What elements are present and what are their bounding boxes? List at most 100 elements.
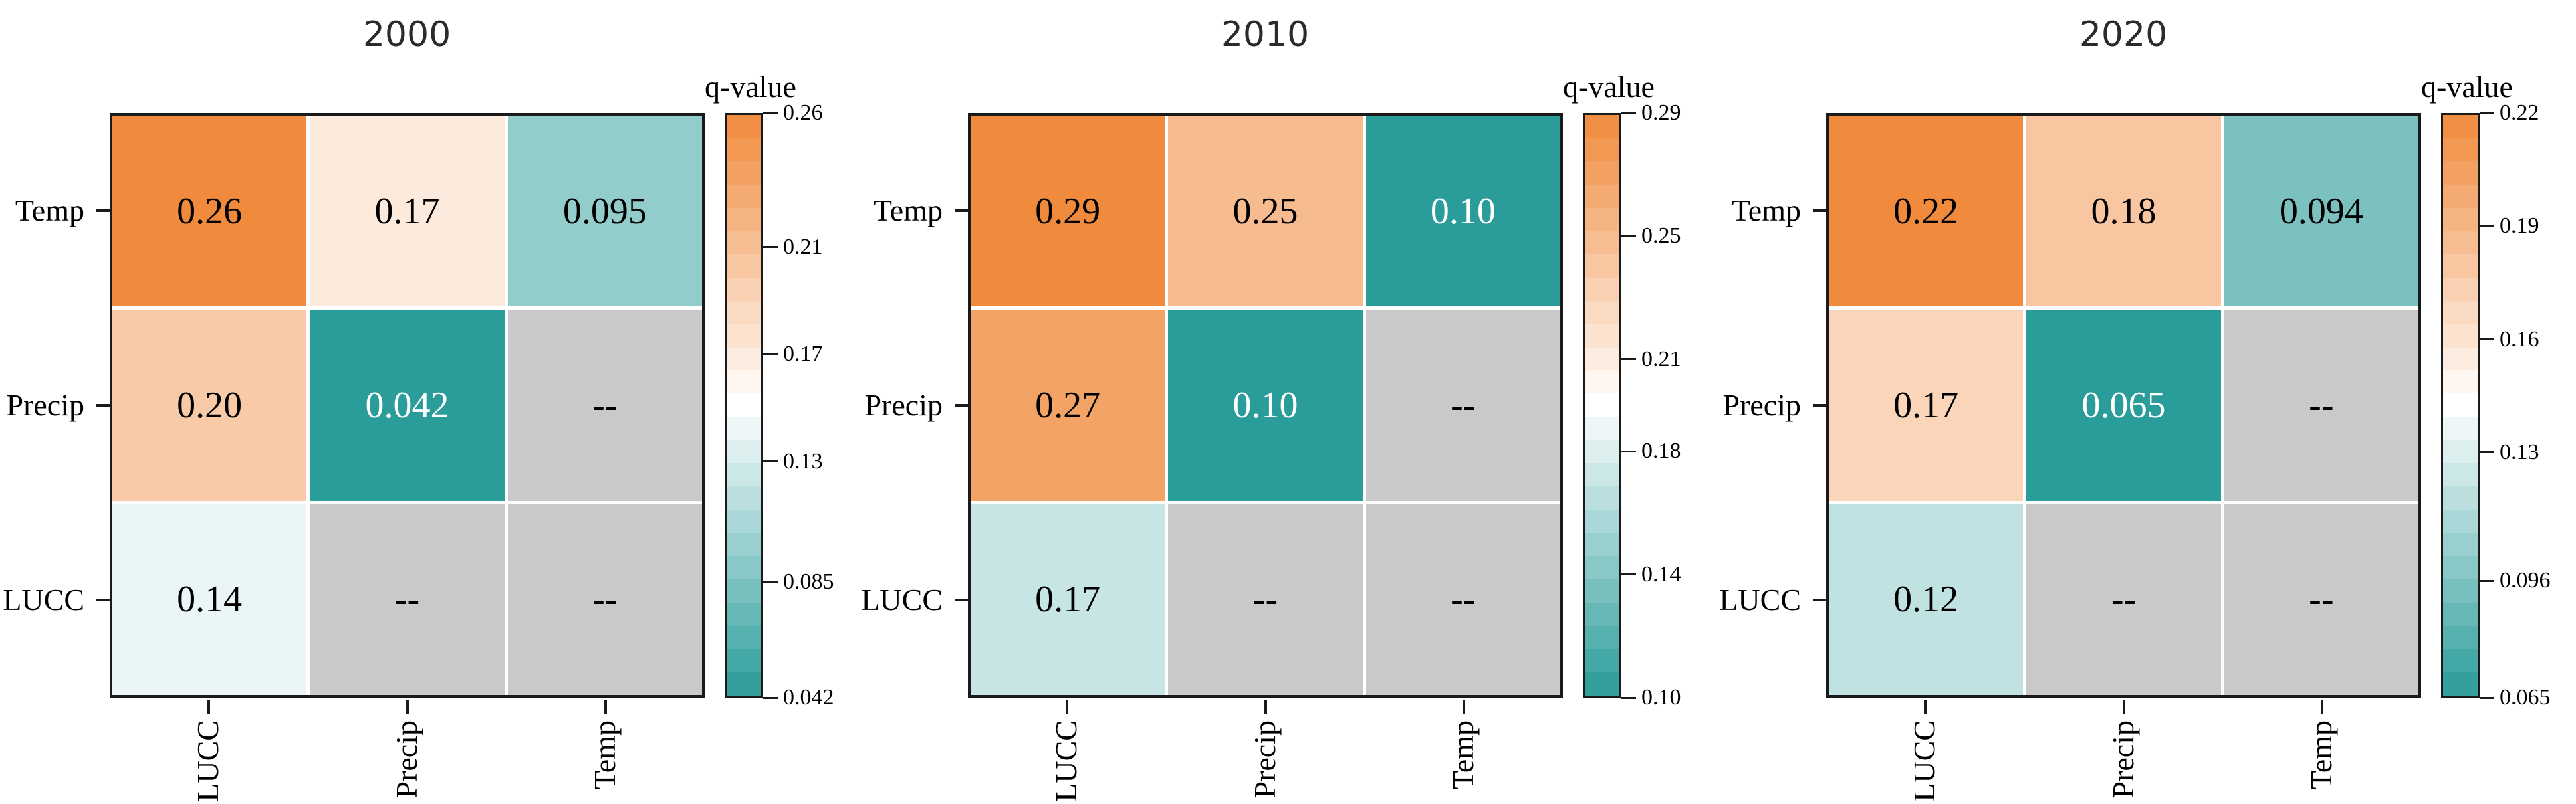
heatmap-cell: 0.065 bbox=[2026, 310, 2221, 501]
colorbar-title: q-value bbox=[1563, 70, 1655, 104]
x-axis-label: LUCC bbox=[1049, 720, 1084, 802]
colorbar-band bbox=[2443, 324, 2478, 348]
colorbar-band bbox=[1585, 417, 1619, 441]
colorbar-tick bbox=[2480, 112, 2494, 114]
colorbar-band bbox=[1585, 463, 1619, 487]
colorbar-band bbox=[1585, 649, 1619, 672]
colorbar-band bbox=[2443, 254, 2478, 278]
y-axis-tick bbox=[955, 209, 968, 212]
colorbar-tick-label: 0.13 bbox=[2500, 439, 2539, 464]
colorbar-tick bbox=[763, 246, 778, 249]
colorbar bbox=[725, 113, 763, 698]
heatmap-cell: 0.29 bbox=[971, 116, 1165, 307]
colorbar-tick-label: 0.29 bbox=[1641, 100, 1681, 125]
colorbar-band bbox=[1585, 393, 1619, 417]
colorbar-tick bbox=[2480, 451, 2494, 454]
colorbar-title: q-value bbox=[2421, 70, 2513, 104]
x-axis-label: Temp bbox=[2303, 720, 2338, 790]
x-axis-label: LUCC bbox=[191, 720, 225, 802]
colorbar-band bbox=[2443, 649, 2478, 672]
heatmap-cell: 0.042 bbox=[310, 310, 505, 501]
colorbar-band bbox=[1585, 138, 1619, 161]
colorbar-tick bbox=[763, 581, 778, 583]
colorbar-band bbox=[1585, 300, 1619, 324]
colorbar-band bbox=[2443, 672, 2478, 696]
colorbar-band bbox=[727, 556, 761, 580]
x-axis-tick bbox=[2320, 700, 2323, 714]
colorbar-band bbox=[2443, 486, 2478, 510]
x-axis-label: Precip bbox=[2105, 720, 2140, 799]
colorbar-band bbox=[727, 347, 761, 371]
colorbar-band bbox=[1585, 207, 1619, 231]
colorbar-band bbox=[2443, 138, 2478, 161]
colorbar-tick bbox=[1621, 696, 1636, 699]
colorbar-band bbox=[727, 625, 761, 649]
colorbar-tick bbox=[763, 353, 778, 355]
x-axis-tick bbox=[406, 700, 409, 714]
colorbar-band bbox=[727, 440, 761, 464]
x-axis-tick bbox=[1924, 700, 1927, 714]
panel-title: 2000 bbox=[362, 15, 451, 54]
colorbar-band bbox=[727, 277, 761, 301]
colorbar-band bbox=[727, 393, 761, 417]
colorbar-band bbox=[2443, 556, 2478, 580]
x-axis-label: Temp bbox=[1445, 720, 1480, 790]
colorbar-band bbox=[2443, 115, 2478, 138]
colorbar-band bbox=[2443, 370, 2478, 394]
colorbar-band bbox=[2443, 231, 2478, 254]
heatmap-cell: 0.10 bbox=[1365, 116, 1560, 307]
heatmap-cell: -- bbox=[2224, 504, 2418, 695]
colorbar-band bbox=[727, 417, 761, 441]
heatmap-cell: -- bbox=[1365, 310, 1560, 501]
colorbar-band bbox=[2443, 603, 2478, 626]
colorbar bbox=[2441, 113, 2480, 698]
colorbar-tick-label: 0.16 bbox=[2500, 326, 2539, 352]
colorbar-tick-label: 0.22 bbox=[2500, 100, 2539, 125]
heatmap-cell: 0.27 bbox=[971, 310, 1165, 501]
y-axis-label: LUCC bbox=[861, 583, 943, 617]
heatmap-cell: 0.17 bbox=[310, 116, 505, 307]
y-axis-tick bbox=[955, 599, 968, 602]
colorbar-band bbox=[2443, 184, 2478, 208]
colorbar-band bbox=[727, 533, 761, 557]
heatmap-panel-2020: 2020 0.22 0.18 0.094 0.17 0.065 -- 0.12 -- -- Tem… bbox=[1716, 0, 2575, 804]
colorbar-band bbox=[727, 161, 761, 185]
y-axis-tick bbox=[1813, 599, 1826, 602]
colorbar-tick bbox=[2480, 225, 2494, 227]
colorbar-tick-label: 0.10 bbox=[1641, 685, 1681, 710]
colorbar-band bbox=[1585, 115, 1619, 138]
colorbar-band bbox=[1585, 324, 1619, 348]
colorbar-band bbox=[727, 649, 761, 672]
colorbar-tick-label: 0.085 bbox=[783, 569, 834, 595]
colorbar-tick-label: 0.14 bbox=[1641, 561, 1681, 587]
colorbar-tick bbox=[2480, 338, 2494, 341]
colorbar-band bbox=[1585, 370, 1619, 394]
colorbar-band bbox=[2443, 300, 2478, 324]
y-axis-label: Temp bbox=[1731, 193, 1801, 227]
colorbar-band bbox=[1585, 510, 1619, 534]
y-axis-tick bbox=[96, 404, 110, 407]
x-axis-label: LUCC bbox=[1907, 720, 1942, 802]
heatmap-cell: 0.14 bbox=[112, 504, 307, 695]
colorbar-band bbox=[1585, 161, 1619, 185]
heatmap-cell: 0.20 bbox=[112, 310, 307, 501]
colorbar-tick-label: 0.26 bbox=[783, 100, 823, 125]
colorbar-tick bbox=[1621, 450, 1636, 452]
colorbar-tick bbox=[1621, 235, 1636, 237]
heatmap-cell: 0.25 bbox=[1168, 116, 1363, 307]
colorbar-band bbox=[1585, 533, 1619, 557]
x-axis-tick bbox=[1462, 700, 1465, 714]
colorbar-tick bbox=[2480, 579, 2494, 582]
colorbar-band bbox=[2443, 533, 2478, 557]
colorbar-band bbox=[727, 579, 761, 603]
heatmap-cell: 0.094 bbox=[2224, 116, 2418, 307]
colorbar-band bbox=[727, 463, 761, 487]
x-axis-tick bbox=[1066, 700, 1069, 714]
colorbar-band bbox=[727, 300, 761, 324]
x-axis-tick bbox=[2122, 700, 2125, 714]
y-axis-tick bbox=[96, 209, 110, 212]
colorbar-tick bbox=[1621, 358, 1636, 361]
y-axis-label: Temp bbox=[15, 193, 84, 227]
colorbar-band bbox=[2443, 277, 2478, 301]
heatmap-cell: -- bbox=[1365, 504, 1560, 695]
